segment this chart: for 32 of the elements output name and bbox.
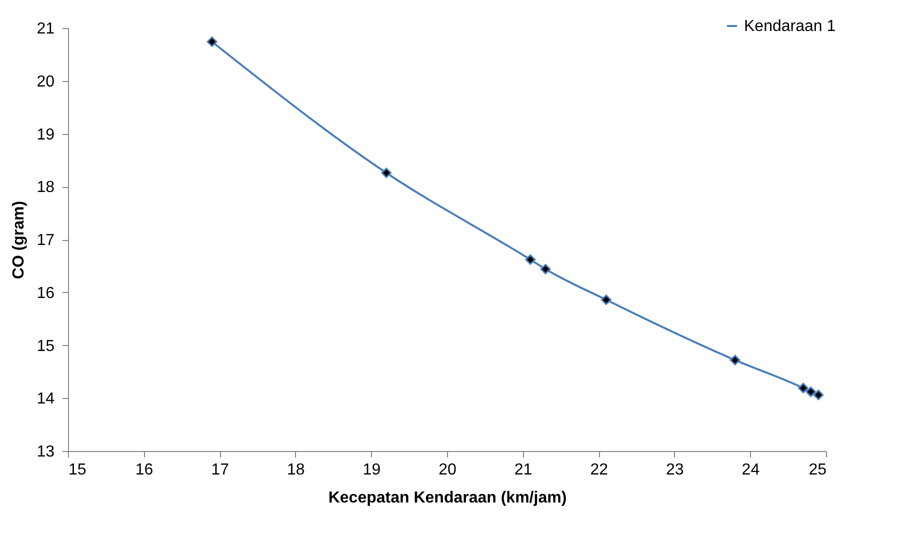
y-tick-label: 15 bbox=[36, 338, 55, 355]
point bbox=[381, 168, 392, 178]
y-tick-label: 18 bbox=[36, 179, 55, 196]
y-tick-label: 19 bbox=[36, 126, 55, 144]
x-tick-label: 21 bbox=[514, 462, 532, 478]
x-tick-label: 23 bbox=[666, 462, 684, 478]
point bbox=[806, 386, 816, 397]
point bbox=[206, 36, 218, 47]
point bbox=[813, 390, 824, 400]
x-tick-label: 15 bbox=[68, 462, 86, 478]
x-tick-label: 18 bbox=[287, 462, 305, 478]
point bbox=[525, 254, 536, 265]
y-tick-label: 20 bbox=[36, 73, 55, 90]
y-tick-label: 16 bbox=[36, 284, 55, 302]
x-tick-label: 22 bbox=[590, 462, 608, 478]
y-tick-label: 21 bbox=[36, 20, 55, 38]
legend-label: Kendaraan 1 bbox=[744, 18, 836, 35]
x-tick-label: 25 bbox=[808, 462, 827, 478]
y-tick-label: 17 bbox=[36, 232, 55, 249]
y-axis-title: CO (gram) bbox=[10, 200, 28, 280]
x-tick-label: 20 bbox=[438, 462, 456, 478]
x-tick-label: 24 bbox=[742, 462, 760, 478]
point bbox=[798, 382, 808, 394]
x-axis-title: Kecepatan Kendaraan (km/jam) bbox=[328, 490, 567, 506]
x-tick-label: 16 bbox=[135, 462, 154, 478]
x-tick-label: 19 bbox=[362, 462, 381, 478]
x-tick-label: 17 bbox=[211, 462, 230, 478]
y-tick-label: 14 bbox=[36, 390, 55, 408]
point bbox=[730, 354, 740, 366]
point bbox=[600, 294, 612, 305]
y-tick-label: 13 bbox=[36, 444, 55, 460]
point bbox=[540, 264, 551, 274]
